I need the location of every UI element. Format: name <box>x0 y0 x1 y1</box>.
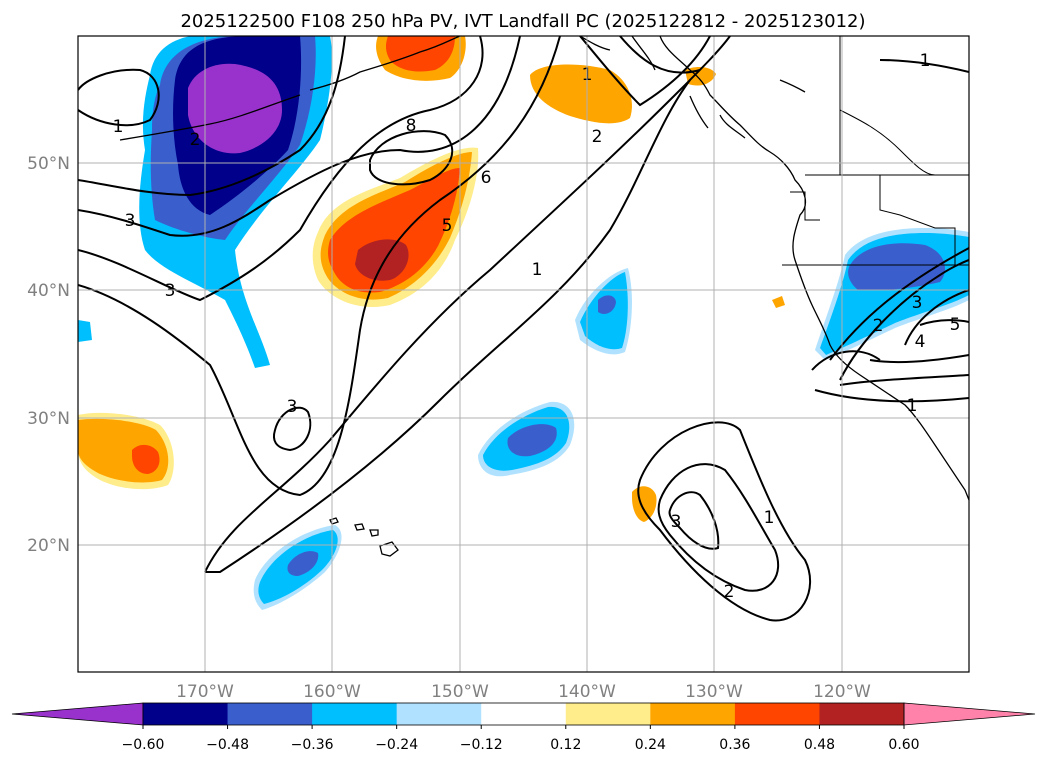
colorbar-segment <box>481 703 567 725</box>
coastlines <box>119 36 969 501</box>
negative-anomaly-hawaii <box>253 525 342 610</box>
latitude-labels: 50°N 40°N 30°N 20°N <box>27 154 70 556</box>
lon-label: 140°W <box>558 682 616 702</box>
colorbar-ticks: −0.60 −0.48 −0.36 −0.24 −0.12 0.12 0.24 0.36 0.4… <box>122 725 920 753</box>
contour-label: 2 <box>724 582 735 602</box>
colorbar-tick-label: −0.24 <box>375 737 418 753</box>
lon-label: 120°W <box>813 682 871 702</box>
lat-label: 40°N <box>27 281 70 301</box>
contour-label: 1 <box>532 260 543 280</box>
colorbar-segment <box>143 703 229 725</box>
contour-label: 6 <box>481 168 492 188</box>
contour-label: 3 <box>165 281 176 301</box>
contour-lines <box>78 36 969 622</box>
colorbar-extend-min <box>11 702 144 726</box>
map-title: 2025122500 F108 250 hPa PV, IVT Landfall… <box>180 11 865 32</box>
map-area: 1 2 3 4 5 6 8 1 3 3 3 1 2 3 4 2 1 2 3 1 … <box>78 36 969 672</box>
positive-anomaly-center <box>312 147 479 308</box>
longitude-labels: 170°W 160°W 150°W 140°W 130°W 120°W <box>176 682 871 702</box>
lat-label: 20°N <box>27 536 70 556</box>
contour-label-group: 1 2 3 4 5 6 8 1 3 3 3 1 2 3 4 2 1 2 3 1 … <box>113 51 961 602</box>
negative-anomaly-california <box>815 228 969 360</box>
contour-label: 1 <box>907 396 918 416</box>
contour-label: 1 <box>920 51 931 71</box>
colorbar-segment <box>227 703 313 725</box>
colorbar-tick-label: 0.48 <box>804 737 835 753</box>
colorbar-segment <box>819 703 905 725</box>
contour-label: 2 <box>873 316 884 336</box>
positive-anomaly-southwest <box>78 412 174 490</box>
gridlines <box>78 36 969 672</box>
colorbar-tick-label: 0.60 <box>888 737 919 753</box>
negative-anomaly-edge <box>78 320 92 342</box>
contour-label: 5 <box>950 315 961 335</box>
colorbar-segment <box>565 703 651 725</box>
contour-label: 3 <box>125 211 136 231</box>
lon-label: 150°W <box>431 682 489 702</box>
contour-label: 4 <box>915 332 926 352</box>
colorbar-tick-label: −0.60 <box>122 737 165 753</box>
colorbar-tick-label: 0.36 <box>719 737 750 753</box>
hawaiian-islands <box>329 517 399 557</box>
contour-label: 8 <box>406 116 417 136</box>
colorbar-tick-label: −0.12 <box>460 737 503 753</box>
lon-label: 130°W <box>685 682 743 702</box>
lon-label: 160°W <box>303 682 361 702</box>
map-frame <box>77 35 970 673</box>
lat-label: 50°N <box>27 154 70 174</box>
colorbar-tick-label: −0.36 <box>291 737 334 753</box>
negative-anomaly-south <box>478 401 575 477</box>
colorbar-segment <box>734 703 820 725</box>
colorbar-segment <box>312 703 398 725</box>
contour-label: 3 <box>671 512 682 532</box>
positive-anomaly-tiny <box>772 296 785 308</box>
positive-anomaly-top <box>376 36 466 81</box>
colorbar <box>11 702 1036 726</box>
lon-label: 170°W <box>176 682 234 702</box>
colorbar-tick-label: 0.24 <box>635 737 666 753</box>
contour-label: 1 <box>113 117 124 137</box>
colorbar-tick-label: 0.12 <box>550 737 581 753</box>
contour-label: 2 <box>592 127 603 147</box>
contour-label: 2 <box>190 130 201 150</box>
colorbar-extend-max <box>903 702 1036 726</box>
colorbar-tick-label: −0.48 <box>206 737 249 753</box>
contour-label: 3 <box>912 293 923 313</box>
colorbar-segment <box>396 703 482 725</box>
contour-label: 1 <box>764 508 775 528</box>
contour-label: 5 <box>442 216 453 236</box>
colorbar-segment <box>650 703 736 725</box>
contour-label: 3 <box>287 397 298 417</box>
colorbar-frame <box>142 702 905 726</box>
lat-label: 30°N <box>27 409 70 429</box>
